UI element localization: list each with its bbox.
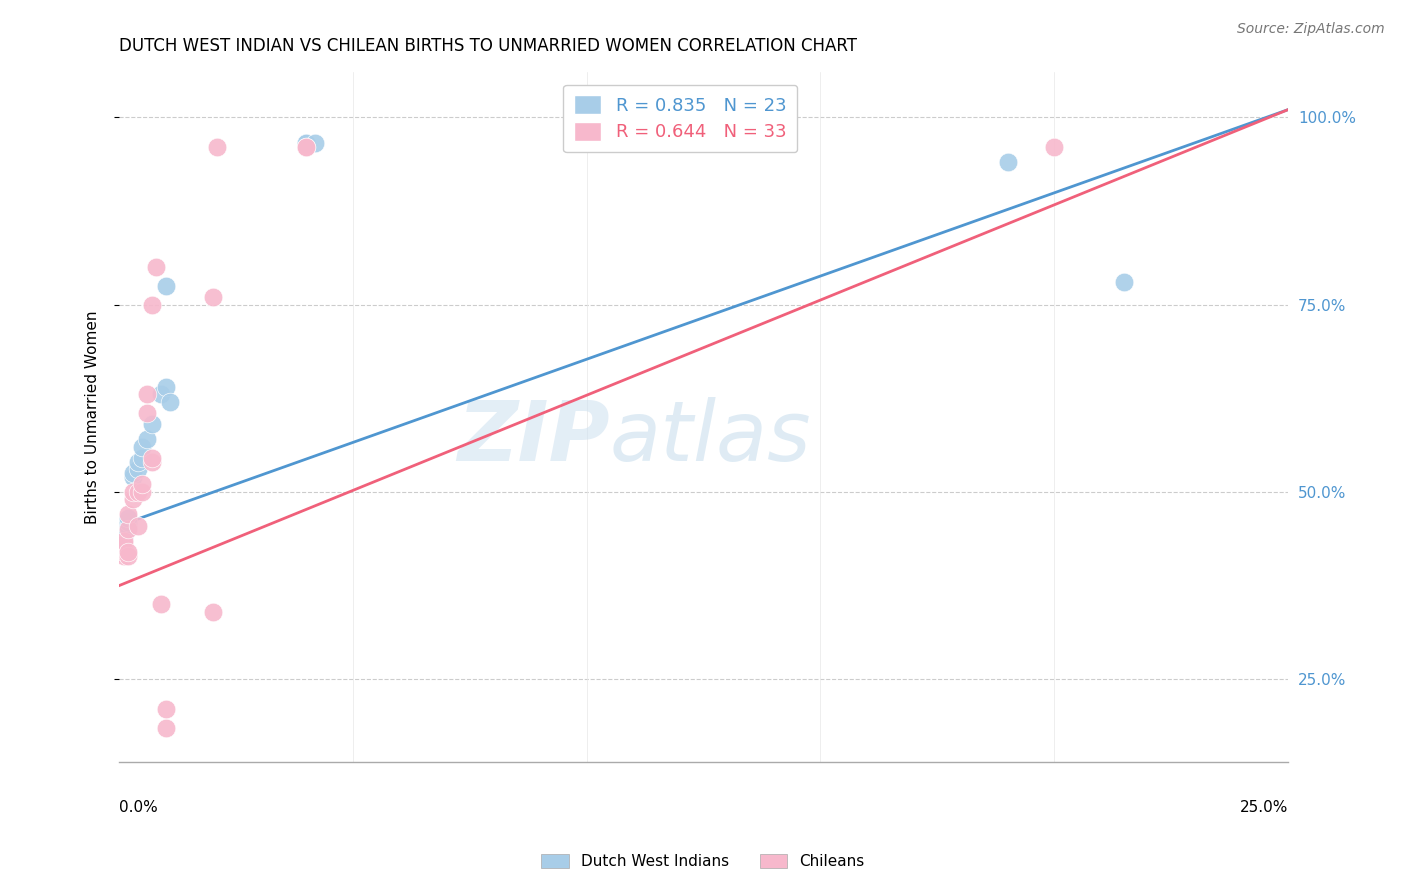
Point [117, 508, 139, 522]
Point [117, 511, 139, 525]
Point [108, 537, 131, 551]
Point [141, 451, 163, 466]
Point [136, 433, 159, 447]
Point [108, 545, 131, 559]
Point [122, 470, 145, 484]
Point [145, 260, 167, 274]
Point [112, 530, 135, 544]
Point [127, 518, 149, 533]
Point [997, 155, 1019, 169]
Text: ZIP: ZIP [457, 397, 610, 478]
Legend: Dutch West Indians, Chileans: Dutch West Indians, Chileans [536, 848, 870, 875]
Point [295, 136, 318, 151]
Point [112, 526, 135, 541]
Y-axis label: Births to Unmarried Women: Births to Unmarried Women [86, 310, 100, 524]
Point [112, 541, 135, 556]
Point [159, 395, 181, 409]
Text: 25.0%: 25.0% [1240, 800, 1288, 814]
Point [207, 140, 229, 154]
Point [141, 297, 163, 311]
Point [201, 605, 224, 619]
Point [117, 522, 139, 536]
Point [304, 136, 326, 151]
Point [201, 290, 224, 304]
Point [131, 484, 153, 499]
Point [131, 477, 153, 491]
Point [155, 278, 177, 293]
Point [150, 598, 173, 612]
Point [127, 484, 149, 499]
Point [112, 522, 135, 536]
Point [117, 549, 139, 563]
Point [295, 140, 318, 154]
Point [122, 492, 145, 507]
Point [136, 387, 159, 401]
Text: DUTCH WEST INDIAN VS CHILEAN BIRTHS TO UNMARRIED WOMEN CORRELATION CHART: DUTCH WEST INDIAN VS CHILEAN BIRTHS TO U… [120, 37, 858, 55]
Point [141, 417, 163, 432]
Point [150, 387, 173, 401]
Legend: R = 0.835   N = 23, R = 0.644   N = 33: R = 0.835 N = 23, R = 0.644 N = 33 [564, 85, 797, 153]
Point [295, 136, 318, 151]
Point [131, 451, 153, 466]
Point [1043, 140, 1066, 154]
Point [295, 140, 318, 154]
Point [112, 533, 135, 548]
Point [122, 466, 145, 480]
Point [127, 455, 149, 469]
Point [127, 462, 149, 476]
Point [117, 545, 139, 559]
Point [141, 455, 163, 469]
Point [155, 721, 177, 735]
Point [112, 545, 135, 559]
Point [1114, 275, 1136, 289]
Point [112, 537, 135, 551]
Point [131, 440, 153, 454]
Point [112, 549, 135, 563]
Point [136, 406, 159, 420]
Text: 0.0%: 0.0% [120, 800, 157, 814]
Point [108, 541, 131, 556]
Point [155, 702, 177, 716]
Point [122, 484, 145, 499]
Point [117, 515, 139, 529]
Text: Source: ZipAtlas.com: Source: ZipAtlas.com [1237, 22, 1385, 37]
Point [117, 518, 139, 533]
Point [155, 380, 177, 394]
Text: atlas: atlas [610, 397, 811, 478]
